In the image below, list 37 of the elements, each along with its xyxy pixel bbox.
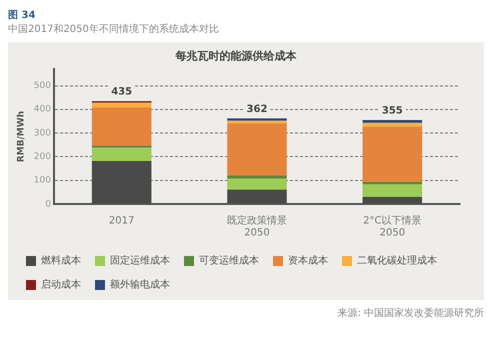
bar xyxy=(92,108,152,146)
legend-label: 固定运维成本 xyxy=(110,254,170,267)
y-tick-label: 400 xyxy=(34,104,52,115)
x-tick-label: 既定政策情景 2050 xyxy=(226,214,287,239)
bar xyxy=(227,178,287,190)
bar xyxy=(362,120,422,123)
y-tick-label: 500 xyxy=(34,81,52,92)
total-label: 362 xyxy=(246,104,268,115)
legend-label: 额外输电成本 xyxy=(110,278,170,291)
chart-title: 每兆瓦时的能源供给成本 xyxy=(174,49,298,62)
y-tick-label: 300 xyxy=(34,128,52,138)
total-label: 355 xyxy=(382,106,403,117)
caption: 图 34 xyxy=(8,9,36,22)
legend-label: 资本成本 xyxy=(288,254,328,267)
bar xyxy=(227,120,287,124)
legend-label: 可变运维成本 xyxy=(199,254,259,267)
source-note: 来源: 中国国家发改委能源研究所 xyxy=(336,306,484,320)
bar xyxy=(362,184,422,197)
x-tick-label: 2017 xyxy=(108,216,134,227)
x-tick-label: 2°C以下情景 2050 xyxy=(363,214,422,239)
legend-label: 二氧化碳处理成本 xyxy=(357,254,437,267)
bar xyxy=(362,122,422,127)
bar xyxy=(227,175,287,178)
bar xyxy=(92,148,152,161)
y-axis-title: RMB/MWh xyxy=(16,110,27,162)
bar xyxy=(227,123,287,176)
total-label: 435 xyxy=(111,86,132,98)
chart-subtitle: 中国2017和2050年不同情境下的系统成本对比 xyxy=(8,22,220,36)
legend-label: 燃料成本 xyxy=(41,254,81,267)
bar xyxy=(362,126,422,182)
y-tick-label: 200 xyxy=(34,152,52,162)
bar xyxy=(92,102,152,108)
legend-label: 启动成本 xyxy=(41,278,81,291)
bar xyxy=(227,118,287,121)
y-tick-label: 0 xyxy=(45,199,52,210)
y-tick-label: 100 xyxy=(34,176,52,186)
bar xyxy=(362,182,422,184)
